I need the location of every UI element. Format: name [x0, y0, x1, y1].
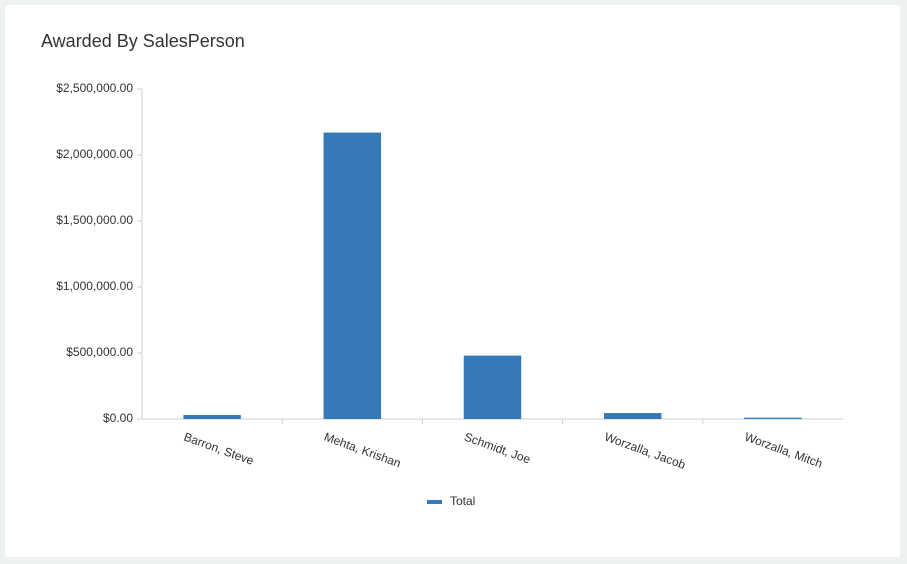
- bar: [744, 417, 802, 419]
- card: [5, 5, 900, 557]
- legend-label: Total: [450, 494, 475, 508]
- bar: [603, 413, 662, 419]
- y-tick-label: $1,000,000.00: [56, 279, 133, 293]
- bar: [463, 355, 522, 419]
- bar: [323, 132, 382, 419]
- y-tick-label: $2,000,000.00: [56, 147, 133, 161]
- y-tick-label: $2,500,000.00: [56, 81, 133, 95]
- y-tick-label: $500,000.00: [66, 345, 133, 359]
- y-tick-label: $0.00: [103, 411, 133, 425]
- y-tick-label: $1,500,000.00: [56, 213, 133, 227]
- chart-title: Awarded By SalesPerson: [41, 31, 245, 51]
- bar: [183, 415, 241, 419]
